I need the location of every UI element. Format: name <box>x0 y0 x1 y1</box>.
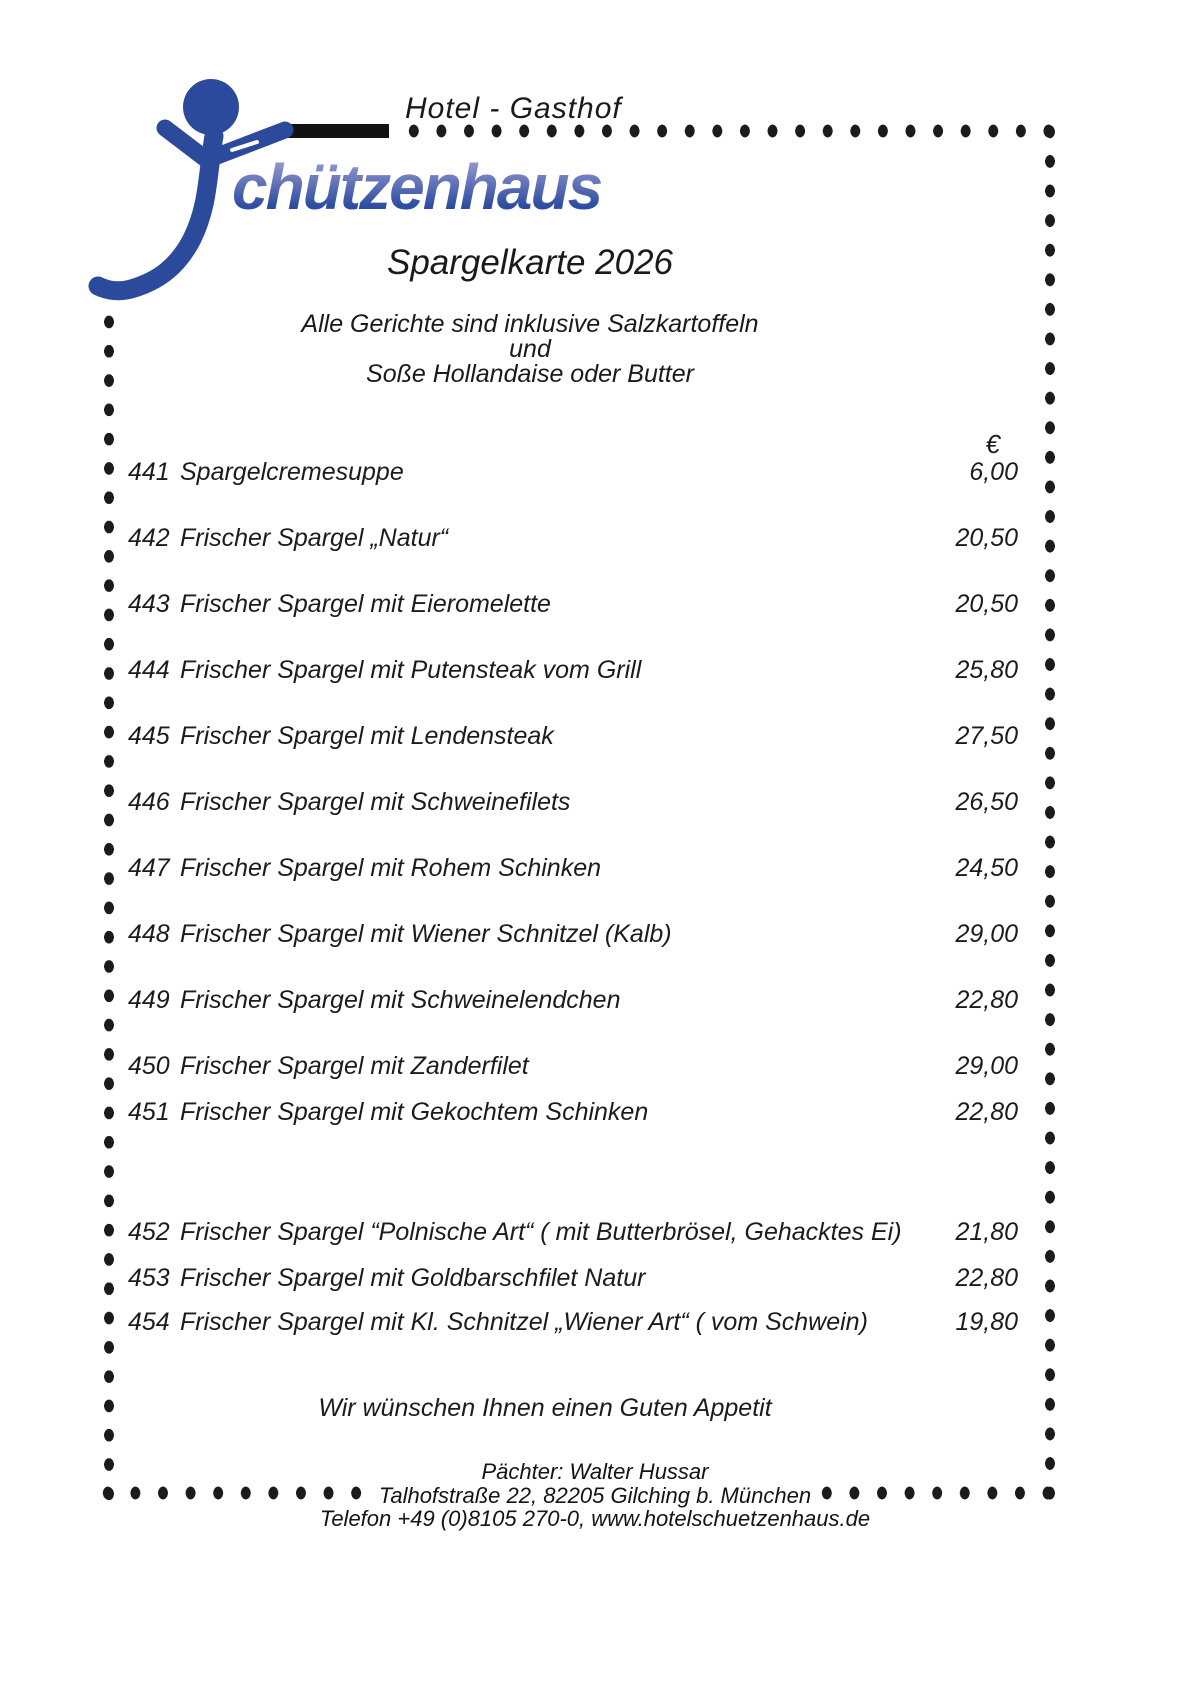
footer-phone-web: Telefon +49 (0)8105 270-0, www.hotelschu… <box>319 1506 871 1531</box>
menu-item-number: 454 <box>128 1308 170 1336</box>
menu-item-number: 443 <box>128 590 170 618</box>
menu-item-row: 454 Frischer Spargel mit Kl. Schnitzel „… <box>128 1310 1018 1340</box>
menu-item-price: 6,00 <box>969 458 1018 486</box>
menu-item-name: Frischer Spargel mit Goldbarschfilet Nat… <box>180 1266 646 1291</box>
figure-hand-highlight <box>230 140 259 152</box>
menu-item-number: 450 <box>128 1052 170 1080</box>
menu-item-name: Frischer Spargel mit Schweinefilets <box>180 790 571 815</box>
menu-item-row: 449 Frischer Spargel mit Schweinelendche… <box>128 988 1018 1018</box>
menu-item-row: 451 Frischer Spargel mit Gekochtem Schin… <box>128 1100 1018 1130</box>
menu-item-number: 441 <box>128 458 170 486</box>
menu-item-number: 444 <box>128 656 170 684</box>
menu-item-row: 445 Frischer Spargel mit Lendensteak 27,… <box>128 724 1018 754</box>
hotel-gasthof-label: Hotel - Gasthof <box>405 92 622 125</box>
footer-contact: Pächter: Walter Hussar Talhofstraße 22, … <box>150 1460 1040 1531</box>
menu-item-name: Frischer Spargel mit Gekochtem Schinken <box>180 1100 649 1125</box>
menu-item-number: 453 <box>128 1264 170 1292</box>
intro-line-2: und <box>509 335 551 363</box>
menu-item-price: 22,80 <box>955 986 1018 1014</box>
menu-item-name: Frischer Spargel mit Kl. Schnitzel „Wien… <box>180 1310 868 1335</box>
menu-item-row: 444 Frischer Spargel mit Putensteak vom … <box>128 658 1018 688</box>
menu-item-row: 452 Frischer Spargel “Polnische Art“ ( m… <box>128 1220 1018 1250</box>
footer-proprietor: Pächter: Walter Hussar <box>481 1459 709 1484</box>
menu-item-number: 447 <box>128 854 170 882</box>
menu-item-name: Frischer Spargel mit Putensteak vom Gril… <box>180 658 642 683</box>
menu-item-price: 25,80 <box>955 656 1018 684</box>
menu-item-row: 450 Frischer Spargel mit Zanderfilet 29,… <box>128 1054 1018 1084</box>
menu-item-price: 29,00 <box>955 1052 1018 1080</box>
menu-item-number: 451 <box>128 1098 170 1126</box>
menu-item-row: 448 Frischer Spargel mit Wiener Schnitze… <box>128 922 1018 952</box>
menu-item-price: 27,50 <box>955 722 1018 750</box>
menu-item-name: Frischer Spargel „Natur“ <box>180 526 449 551</box>
menu-item-price: 22,80 <box>955 1098 1018 1126</box>
figure-left-arm <box>156 119 216 169</box>
menu-item-number: 449 <box>128 986 170 1014</box>
menu-item-number: 442 <box>128 524 170 552</box>
menu-item-name: Frischer Spargel mit Schweinelendchen <box>180 988 621 1013</box>
menu-item-price: 20,50 <box>955 524 1018 552</box>
menu-item-row: 453 Frischer Spargel mit Goldbarschfilet… <box>128 1266 1018 1296</box>
menu-item-name: Frischer Spargel “Polnische Art“ ( mit B… <box>180 1220 902 1245</box>
menu-item-name: Frischer Spargel mit Zanderfilet <box>180 1054 529 1079</box>
menu-item-row: 441 Spargelcremesuppe 6,00 <box>128 460 1018 490</box>
menu-item-name: Frischer Spargel mit Wiener Schnitzel (K… <box>180 922 672 947</box>
dotted-border-right <box>1043 117 1057 1508</box>
menu-item-price: 22,80 <box>955 1264 1018 1292</box>
currency-header: € <box>985 429 1000 459</box>
figure-body <box>88 126 224 301</box>
menu-item-price: 26,50 <box>955 788 1018 816</box>
menu-item-row: 447 Frischer Spargel mit Rohem Schinken … <box>128 856 1018 886</box>
menu-item-price: 21,80 <box>955 1218 1018 1246</box>
menu-item-price: 19,80 <box>955 1308 1018 1336</box>
intro-line-3: Soße Hollandaise oder Butter <box>366 360 694 388</box>
menu-item-number: 445 <box>128 722 170 750</box>
intro-line-1: Alle Gerichte sind inklusive Salzkartoff… <box>301 310 759 338</box>
menu-item-row: 442 Frischer Spargel „Natur“ 20,50 <box>128 526 1018 556</box>
wish-line: Wir wünschen Ihnen einen Guten Appetit <box>318 1394 772 1422</box>
menu-item-price: 29,00 <box>955 920 1018 948</box>
footer-address: Talhofstraße 22, 82205 Gilching b. Münch… <box>378 1482 812 1508</box>
menu-item-name: Frischer Spargel mit Rohem Schinken <box>180 856 601 881</box>
figure-head <box>183 79 239 135</box>
shooter-figure-icon <box>88 79 389 301</box>
menu-item-row: 443 Frischer Spargel mit Eieromelette 20… <box>128 592 1018 622</box>
menu-item-number: 446 <box>128 788 170 816</box>
menu-item-row: 446 Frischer Spargel mit Schweinefilets … <box>128 790 1018 820</box>
menu-item-number: 448 <box>128 920 170 948</box>
menu-item-number: 452 <box>128 1218 170 1246</box>
rifle-bar <box>278 124 389 138</box>
menu-item-price: 24,50 <box>955 854 1018 882</box>
menu-item-name: Frischer Spargel mit Eieromelette <box>180 592 551 617</box>
dotted-border-bottom-right <box>813 1486 1062 1500</box>
dotted-border-top <box>400 124 1062 138</box>
menu-item-name: Spargelcremesuppe <box>180 460 404 485</box>
menu-item-price: 20,50 <box>955 590 1018 618</box>
brand-wordmark: chützenhaus <box>232 151 603 223</box>
intro-note: Alle Gerichte sind inklusive Salzkartoff… <box>110 312 950 387</box>
dotted-border-left <box>102 278 116 1509</box>
menu-item-name: Frischer Spargel mit Lendensteak <box>180 724 554 749</box>
page-title: Spargelkarte 2026 <box>386 243 674 282</box>
dotted-border-bottom-left <box>94 1486 370 1500</box>
